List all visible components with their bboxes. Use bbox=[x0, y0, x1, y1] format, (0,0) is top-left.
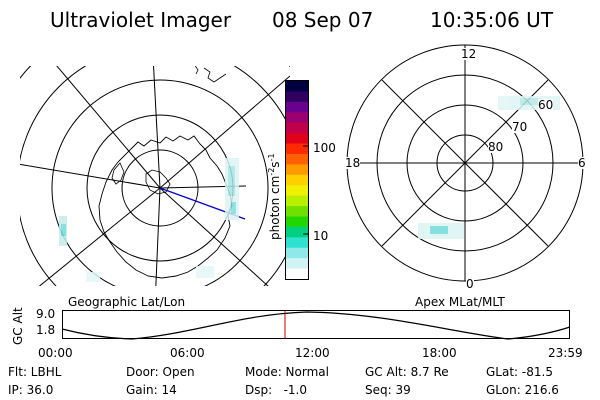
mlt-label-0: 0 bbox=[466, 277, 474, 291]
info-seq: Seq: 39 bbox=[365, 383, 411, 397]
info-gc-alt: GC Alt: 8.7 Re bbox=[365, 365, 449, 379]
colorbar-segment bbox=[286, 226, 308, 238]
alt-plot-ylabel: GC Alt bbox=[11, 307, 25, 345]
mlat-label-70: 70 bbox=[512, 120, 528, 134]
latitude-circles bbox=[20, 66, 290, 286]
colorbar-segment bbox=[286, 247, 308, 259]
color-scale-bar bbox=[285, 80, 309, 280]
colorbar-segment bbox=[286, 258, 308, 270]
colorbar-segment bbox=[286, 112, 308, 124]
info-mode: Mode: Normal bbox=[245, 365, 329, 379]
colorbar-unit-label: photon cm-2s-1 bbox=[267, 153, 282, 240]
colorbar-segment bbox=[286, 195, 308, 207]
coastline-fragment bbox=[194, 66, 199, 75]
colorbar-segment bbox=[286, 237, 308, 249]
gc-altitude-plot bbox=[61, 310, 571, 340]
info-gain: Gain: 14 bbox=[126, 383, 177, 397]
header-time: 10:35:06 UT bbox=[430, 8, 554, 32]
geographic-panel-label: Geographic Lat/Lon bbox=[68, 295, 186, 309]
mlat-label-80: 80 bbox=[488, 140, 504, 154]
peninsula-coastline bbox=[111, 162, 125, 185]
geographic-polar-map bbox=[20, 66, 290, 286]
colorbar-segment bbox=[286, 216, 308, 228]
info-glat: GLat: -81.5 bbox=[486, 365, 553, 379]
longitude-lines bbox=[20, 66, 290, 286]
colorbar-segment bbox=[286, 101, 308, 113]
alt-xtick-2359: 23:59 bbox=[548, 346, 583, 360]
mlt-label-6: 6 bbox=[578, 156, 586, 170]
alt-xtick-0000: 00:00 bbox=[38, 346, 73, 360]
colorbar-segment bbox=[286, 122, 308, 134]
instrument-title: Ultraviolet Imager bbox=[50, 8, 232, 32]
colorbar-frame bbox=[285, 80, 309, 280]
antarctica-coastline bbox=[98, 135, 233, 279]
colorbar-segment bbox=[286, 91, 308, 103]
mlt-label-18: 18 bbox=[345, 156, 361, 170]
alt-xtick-0600: 06:00 bbox=[170, 346, 205, 360]
colorbar-segment bbox=[286, 133, 308, 145]
info-door: Door: Open bbox=[126, 365, 195, 379]
alt-xtick-1800: 18:00 bbox=[422, 346, 457, 360]
ross-ice-shelf bbox=[145, 169, 171, 195]
colorbar-segment bbox=[286, 81, 308, 92]
alt-ytick-high: 9.0 bbox=[36, 307, 56, 321]
header-date: 08 Sep 07 bbox=[272, 8, 374, 32]
info-filter: Flt: LBHL bbox=[8, 365, 62, 379]
alt-plot-frame bbox=[62, 310, 570, 339]
colorbar-segment bbox=[286, 206, 308, 217]
colorbar-tick-10: 10 bbox=[313, 229, 329, 243]
colorbar-tick-100: 100 bbox=[313, 141, 336, 155]
alt-ytick-low: 1.8 bbox=[36, 323, 56, 337]
info-ip: IP: 36.0 bbox=[8, 383, 54, 397]
aurora-speckles bbox=[418, 96, 560, 239]
colorbar-segment bbox=[286, 268, 308, 280]
mlat-label-60: 60 bbox=[538, 98, 554, 112]
info-dsp: Dsp: -1.0 bbox=[245, 383, 308, 397]
colorbar-segment bbox=[286, 143, 308, 155]
colorbar-segment bbox=[286, 164, 308, 176]
alt-xtick-1200: 12:00 bbox=[295, 346, 330, 360]
aurora-speckles bbox=[59, 158, 239, 282]
altitude-curve bbox=[61, 311, 571, 340]
coastline-fragment bbox=[203, 67, 227, 83]
colorbar-segment bbox=[286, 185, 308, 197]
colorbar-segment bbox=[286, 174, 308, 186]
info-glon: GLon: 216.6 bbox=[486, 383, 559, 397]
apex-panel-label: Apex MLat/MLT bbox=[415, 295, 505, 309]
colorbar-segment bbox=[286, 153, 308, 165]
mlt-label-12: 12 bbox=[460, 47, 478, 61]
apex-mlat-mlt-plot bbox=[346, 44, 584, 282]
